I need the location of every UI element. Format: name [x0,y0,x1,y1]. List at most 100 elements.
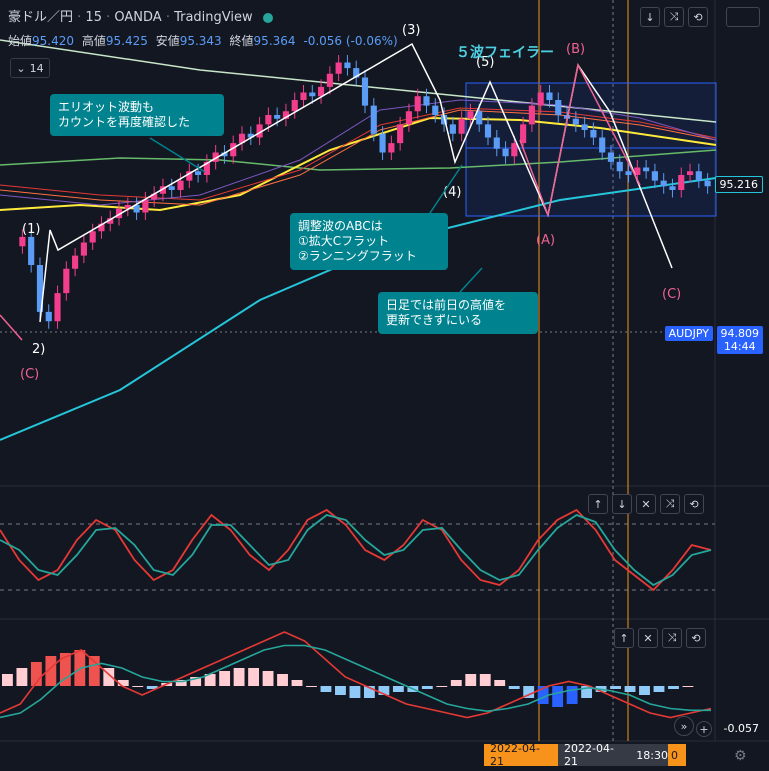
candle-body [247,133,254,138]
macd-close-button[interactable]: ✕ [638,628,658,648]
candle-body [546,92,553,100]
macd-histogram-bar [320,686,332,692]
candle-body [203,161,210,175]
macd-collapse-button[interactable]: ⤨ [662,628,682,648]
macd-histogram-bar [132,686,144,687]
candle-body [616,161,623,172]
candle-body [195,171,202,175]
candle-body [555,100,562,115]
candle-body [89,231,96,243]
candle-body [318,86,325,97]
zoom-in-button[interactable]: + [696,721,712,737]
plus-icon: + [699,722,709,736]
reset-icon: ⟲ [693,10,703,24]
candle-body [370,105,377,134]
note-daily-high[interactable]: 日足では前日の高値を 更新できずにいる [378,292,538,334]
candle-body [484,124,492,138]
note-abc-correction[interactable]: 調整波のABCは ①拡大Cフラット ②ランニングフラット [290,213,448,270]
crosshair-date: 2022-04-21 [564,742,614,768]
signal-line [0,644,711,719]
candle-body [599,137,606,153]
move-down-button[interactable]: ↓ [640,7,660,27]
scale-button[interactable] [726,7,760,27]
macd-move-up-button[interactable]: ↑ [614,628,634,648]
candle-body [45,311,52,322]
osc-close-button[interactable]: ✕ [636,494,656,514]
time-label-a: 2022-04-21 [484,742,558,768]
candle-body [528,105,535,125]
candle-body [142,199,149,213]
macd-histogram-bar [421,686,433,689]
candle-body [634,167,641,175]
candle-body [282,111,290,119]
macd-histogram-bar [233,668,245,686]
ma-short [0,116,717,212]
change-value: -0.056 (-0.06%) [303,34,398,48]
time-label-cut: 0 [668,744,686,766]
osc-move-up-button[interactable]: ↑ [588,494,608,514]
candle-body [326,73,333,87]
macd-histogram-bar [566,686,578,704]
reset-icon: ⟲ [689,497,699,511]
macd-histogram-bar [306,686,317,687]
candle-body [467,111,474,119]
macd-histogram-bar [190,677,202,686]
note2-pointer [429,164,463,214]
osc-reset-button[interactable]: ⟲ [684,494,704,514]
close-value: 95.364 [253,34,296,48]
macd-histogram-bar [88,656,100,686]
indicator-count: 14 [29,61,44,75]
candle-body [581,124,588,130]
macd-histogram-bar [349,686,361,698]
osc-collapse-button[interactable]: ⤨ [660,494,680,514]
candle-body [625,171,632,175]
time-label-crosshair: 2022-04-21 18:30 [558,742,674,768]
wave-label-c-left: (C) [20,367,39,382]
note3-pointer [459,267,483,293]
candle-body [572,118,579,125]
candle-body [335,62,342,74]
candle-body [353,68,360,78]
macd-histogram-bar [653,686,665,692]
wave-label-a: (A) [536,233,555,248]
symbol-header[interactable]: 豪ドル／円 · 15 · OANDA · TradingView [8,6,273,25]
candle-body [704,180,711,187]
macd-histogram-bar [16,668,28,686]
ticker-label: AUDJPY [664,326,713,341]
reset-icon: ⟲ [691,631,701,645]
candle-body [256,124,263,138]
macd-histogram-bar [552,686,564,707]
indicator-toggle-button[interactable]: ⌄ 14 [10,58,50,78]
collapse-button[interactable]: ⤨ [664,7,684,27]
candle-body [607,152,615,162]
crosshair-price: 94.809 [720,327,760,340]
candle-body [379,133,386,153]
candle-body [221,152,228,157]
candle-body [651,171,658,181]
candle-body [238,133,246,144]
macd-histogram-bar [262,671,274,686]
macd-histogram-bar [45,656,57,686]
note-elliott-recount[interactable]: エリオット波動も カウントを再度確認した [50,94,224,136]
osc-move-down-button[interactable]: ↓ [612,494,632,514]
market-status-icon [262,12,273,23]
ma-long [0,177,717,441]
macd-histogram-bar [291,680,303,686]
candle-body [63,268,70,294]
candle-body [159,186,167,194]
note1-pointer [149,137,206,173]
macd-histogram-bar [59,653,71,686]
wave-label-b: (B) [566,42,585,57]
macd-histogram-bar [668,686,679,689]
macd-reset-button[interactable]: ⟲ [686,628,706,648]
candle-body [695,171,702,181]
elliott-wave-line [39,42,673,323]
settings-gear-icon[interactable]: ⚙ [734,748,747,764]
reset-button[interactable]: ⟲ [688,7,708,27]
scroll-right-button[interactable]: » [674,716,694,736]
macd-histogram-bar [494,680,506,686]
macd-histogram-bar [378,686,390,695]
candle-body [212,152,219,162]
macd-value-label: -0.057 [719,721,763,736]
